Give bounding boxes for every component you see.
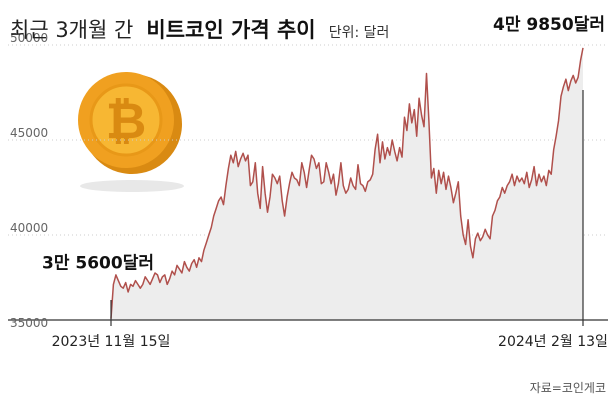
area-fill (111, 47, 583, 321)
annotation-start-price: 3만 5600달러 (42, 253, 154, 274)
annotation-end-price: 4만 9850달러 (493, 14, 605, 35)
ticks: 35000 40000 45000 50000 2023년 11월 15일 2024년 2… (10, 31, 608, 350)
annotations: 3만 5600달러 4만 9850달러 (42, 14, 605, 274)
line (110, 47, 584, 319)
x-tick-label-end: 2024년 2월 13일 (498, 334, 608, 350)
y-tick-label: 35000 (10, 316, 48, 330)
area (111, 47, 583, 321)
x-tick-label-start: 2023년 11월 15일 (52, 334, 171, 350)
series-line (110, 47, 584, 319)
bitcoin-symbol-icon: ₿ (106, 92, 147, 150)
coin-inner-ring (89, 83, 163, 157)
y-tick-label: 50000 (10, 31, 48, 45)
coin-shadow (80, 180, 184, 192)
y-tick-label: 45000 (10, 126, 48, 140)
chart-title: 최근 3개월 간 비트코인 가격 추이 단위: 달러 (10, 18, 389, 42)
axes (8, 90, 608, 326)
title-prefix: 최근 3개월 간 (10, 18, 133, 42)
title-unit: 단위: 달러 (329, 25, 390, 41)
title-bold: 비트코인 가격 추이 (146, 18, 315, 42)
coin-icon-group: ₿ (78, 72, 184, 192)
source-note: 자료=코인게코 (530, 381, 606, 395)
y-tick-label: 40000 (10, 221, 48, 235)
